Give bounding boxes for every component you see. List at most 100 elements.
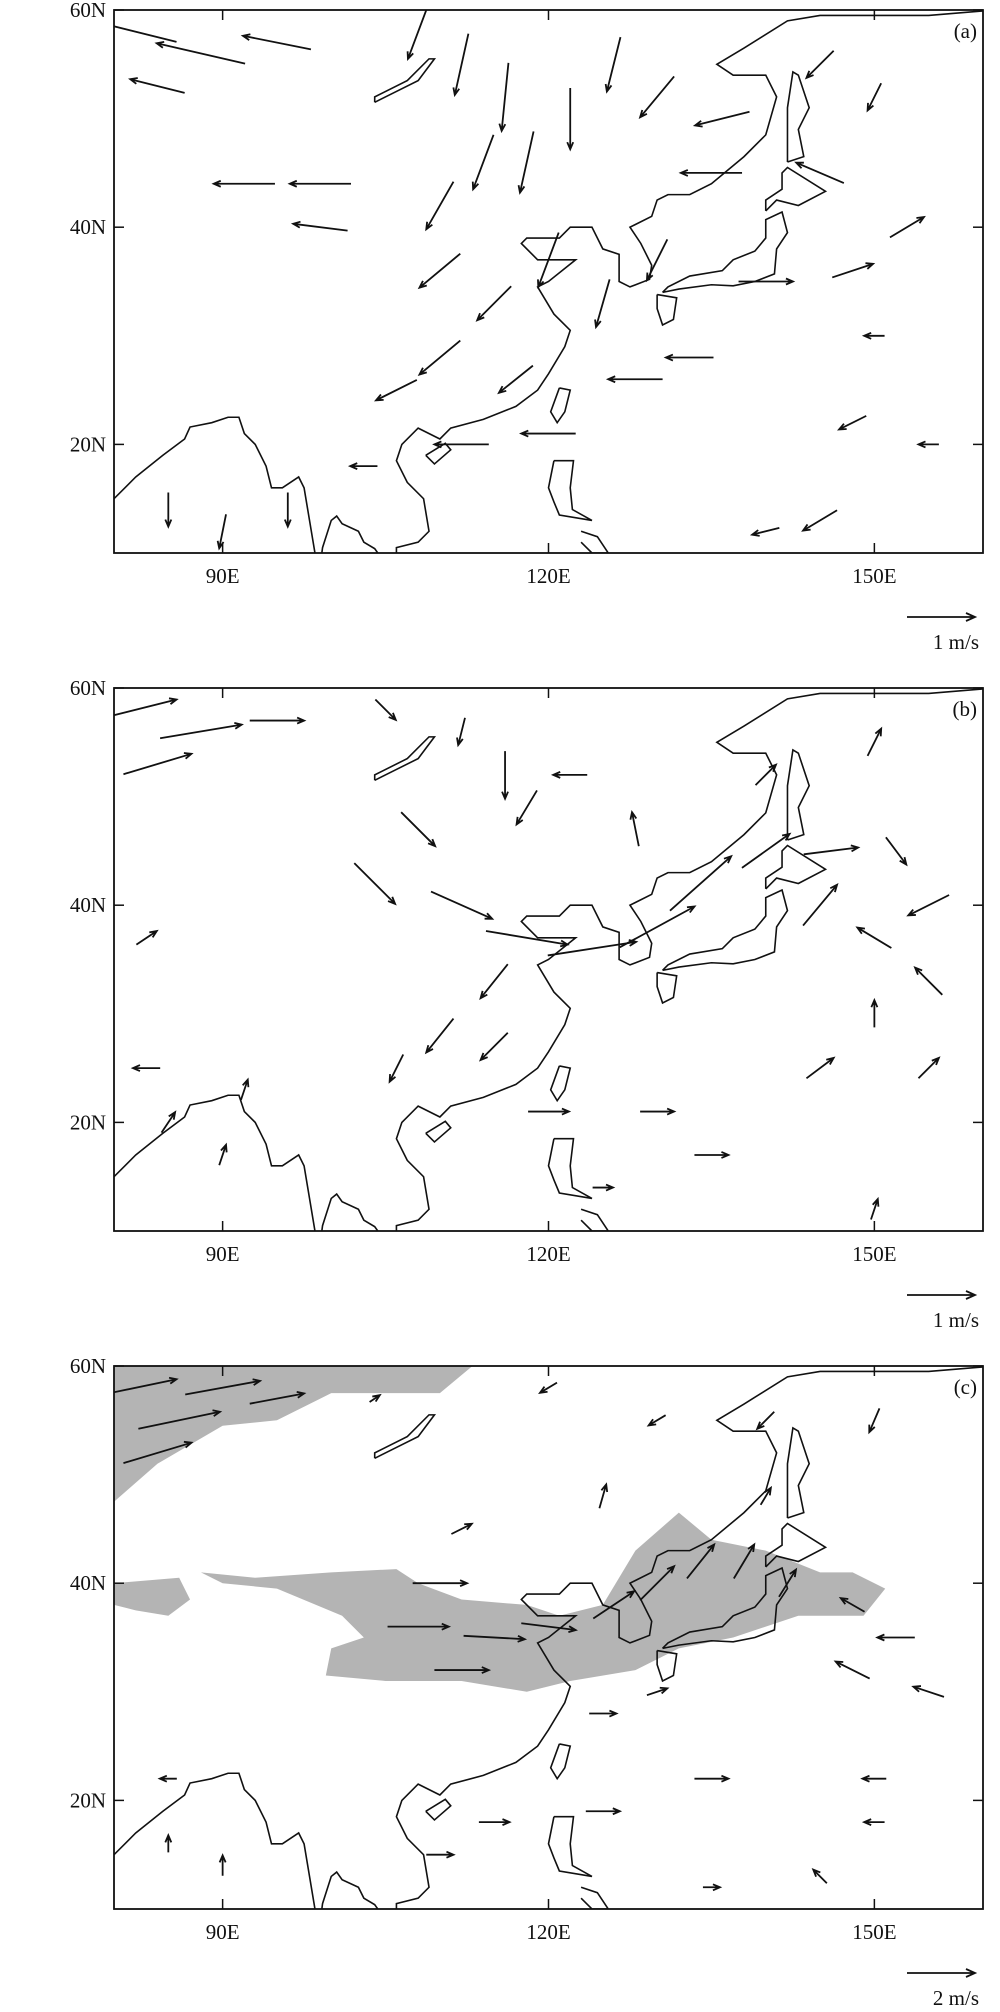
wind-vector (692, 110, 750, 128)
coastline (661, 1566, 789, 1650)
reference-label: 2 m/s (933, 1986, 979, 2010)
wind-vector (861, 331, 885, 340)
x-tick-label: 150E (852, 1920, 896, 1944)
wind-vector (432, 440, 489, 449)
coastline (373, 1414, 437, 1460)
wind-vector (911, 1685, 945, 1698)
wind-vector (135, 929, 159, 946)
coastline (580, 530, 610, 553)
wind-vector (138, 1409, 223, 1430)
wind-vector (463, 1634, 528, 1643)
wind-vector (412, 1579, 470, 1588)
wind-vector (528, 1107, 572, 1116)
wind-vector (374, 698, 398, 722)
wind-vector (694, 1774, 731, 1783)
wind-vector (678, 169, 743, 177)
coastline (321, 1192, 379, 1231)
reference-label: 1 m/s (933, 630, 979, 654)
reference-label: 1 m/s (933, 1308, 979, 1332)
coastline (425, 1798, 452, 1822)
wind-vector (645, 238, 669, 283)
wind-vector (629, 809, 640, 847)
wind-vector (619, 905, 697, 949)
wind-vector (387, 1622, 452, 1631)
wind-vector (353, 862, 397, 906)
wind-vector (211, 179, 275, 188)
wind-vector (216, 514, 227, 551)
wind-vector (906, 894, 950, 917)
coastline (786, 748, 811, 841)
coastline (321, 514, 379, 553)
wind-vector (249, 716, 307, 725)
x-tick-label: 120E (526, 1242, 570, 1266)
coastline (656, 971, 678, 1005)
y-tick-label: 20N (70, 1788, 106, 1812)
wind-vector (866, 726, 883, 757)
wind-vector (694, 1151, 731, 1159)
coastline (661, 888, 789, 972)
map-content (114, 10, 983, 553)
wind-vector (406, 10, 428, 62)
wind-vector (646, 1414, 667, 1427)
map-panel: 90E 120E 150E 20N 40N 60N (a) 1 m/s (70, 0, 984, 654)
wind-vector (185, 1378, 263, 1396)
wind-vector (566, 88, 575, 152)
wind-vector (585, 1807, 623, 1816)
y-tick-label: 20N (70, 1110, 106, 1134)
reference-vector (907, 612, 978, 622)
wind-vector (478, 1818, 512, 1826)
coastline (549, 1065, 572, 1103)
coastline (549, 1743, 572, 1781)
y-tick-label: 60N (70, 1354, 106, 1378)
wind-vector (639, 1564, 676, 1601)
wind-vector (369, 1393, 382, 1403)
wind-vector (592, 1590, 636, 1620)
wind-vector (538, 1381, 558, 1394)
wind-vector (749, 527, 780, 537)
wind-vector (240, 33, 312, 51)
wind-vector (663, 353, 714, 362)
coastline (547, 459, 593, 522)
wind-vector (838, 1596, 865, 1613)
wind-vector (498, 62, 510, 134)
y-tick-label: 40N (70, 1571, 106, 1595)
wind-vector (497, 364, 534, 395)
wind-vector (778, 1567, 798, 1598)
coastline (656, 1649, 678, 1683)
wind-vector (249, 1390, 307, 1405)
x-tick-label: 120E (526, 1920, 570, 1944)
map-content (114, 688, 983, 1231)
wind-vector (916, 440, 939, 449)
wind-vector (123, 752, 194, 776)
map-content (114, 1366, 983, 1909)
wind-vector (123, 1440, 194, 1464)
x-tick-label: 90E (206, 1242, 240, 1266)
wind-vector (347, 462, 378, 470)
wind-vector (417, 339, 461, 376)
coastline (656, 293, 678, 327)
wind-vector (604, 36, 622, 94)
wind-vector (550, 771, 588, 779)
coastline (547, 1815, 593, 1878)
wind-vector (669, 854, 733, 912)
wind-vector (594, 279, 611, 330)
wind-vector (870, 1196, 880, 1220)
wind-vector (875, 1633, 915, 1642)
wind-vector (833, 1660, 871, 1680)
coastline (395, 688, 983, 1231)
wind-vector (860, 1774, 887, 1783)
wind-vector (589, 1709, 619, 1718)
coastline (114, 1772, 316, 1909)
wind-vector (218, 1142, 228, 1166)
coastline (425, 1120, 452, 1144)
coastline (114, 1094, 316, 1231)
wind-vector (515, 789, 538, 827)
y-tick-label: 20N (70, 432, 106, 456)
wind-vector (870, 997, 879, 1028)
wind-vector (164, 492, 173, 529)
wind-vector (475, 285, 512, 322)
wind-vector (913, 966, 943, 996)
wind-vector (646, 1686, 670, 1697)
